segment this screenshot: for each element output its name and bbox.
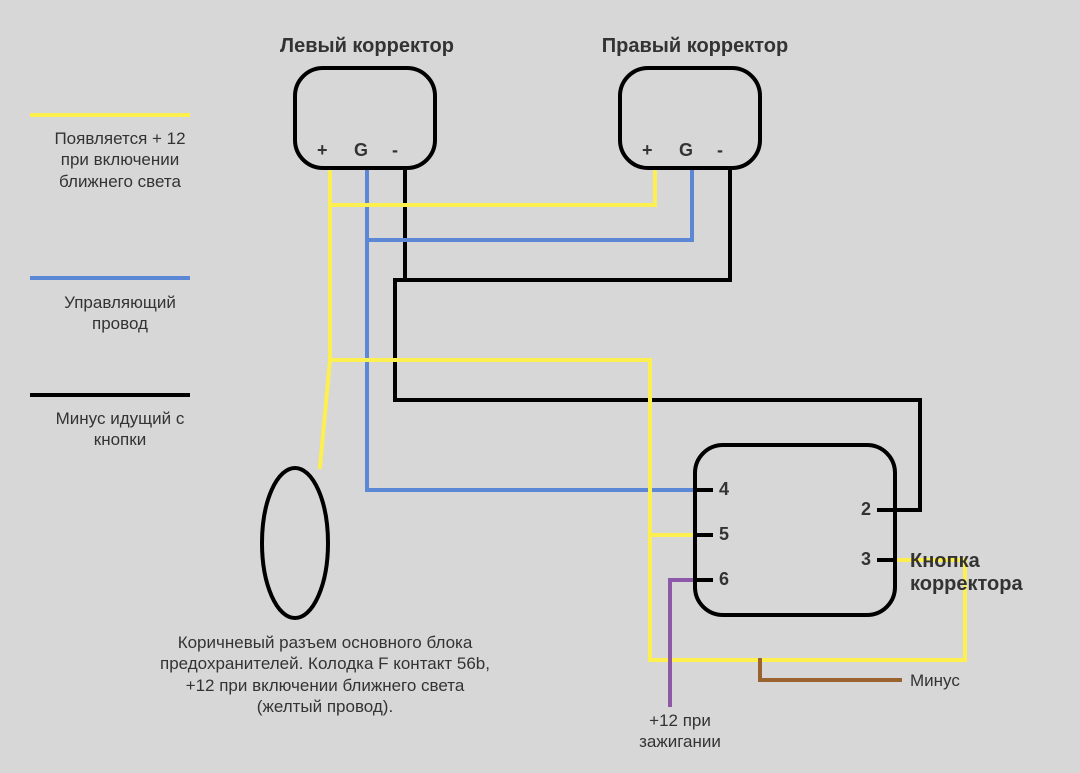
right-pin-plus: + — [642, 140, 653, 161]
button-pin-2: 2 — [861, 499, 871, 520]
wire — [320, 360, 330, 467]
button-pin-6: 6 — [719, 569, 729, 590]
button-pin-5: 5 — [719, 524, 729, 545]
wire — [670, 580, 695, 705]
right-pin-g: G — [679, 140, 693, 161]
diagram-canvas: Левый корректор Правый корректор Кнопкакор… — [0, 0, 1080, 773]
wire — [330, 168, 655, 205]
legend-blue-label: Управляющийпровод — [30, 292, 210, 335]
wire — [367, 240, 695, 490]
fuse-block-ellipse — [262, 468, 328, 618]
minus-label: Минус — [910, 670, 990, 691]
left-pin-minus: - — [392, 140, 398, 161]
legend-yellow-label: Появляется + 12при включенииближнего све… — [30, 128, 210, 192]
button-pin-3: 3 — [861, 549, 871, 570]
right-pin-minus: - — [717, 140, 723, 161]
left-corrector-title: Левый корректор — [262, 35, 472, 58]
wire — [760, 660, 900, 680]
wire — [330, 205, 695, 535]
legend-black-label: Минус идущий скнопки — [30, 408, 210, 451]
right-corrector-title: Правый корректор — [585, 35, 805, 58]
wire — [395, 168, 730, 280]
left-pin-g: G — [354, 140, 368, 161]
button-pin-4: 4 — [719, 479, 729, 500]
fuse-block-label: Коричневый разъем основного блокапредохр… — [135, 632, 515, 717]
left-pin-plus: + — [317, 140, 328, 161]
plus12-ignition-label: +12 призажигании — [625, 710, 735, 753]
button-corrector-title: Кнопкакорректора — [910, 550, 1070, 596]
